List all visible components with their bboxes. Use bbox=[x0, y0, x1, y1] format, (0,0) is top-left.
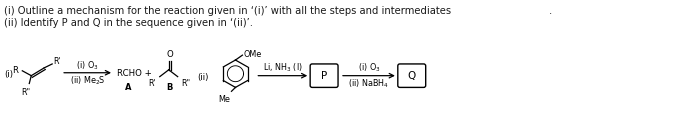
Text: B: B bbox=[166, 84, 172, 92]
Text: .: . bbox=[549, 6, 553, 16]
Text: OMe: OMe bbox=[243, 50, 261, 59]
Text: Q: Q bbox=[408, 71, 416, 81]
Text: (i): (i) bbox=[4, 70, 13, 79]
Text: O: O bbox=[167, 50, 173, 59]
Text: R: R bbox=[13, 66, 18, 75]
Text: A: A bbox=[125, 84, 131, 92]
Text: (ii): (ii) bbox=[198, 73, 209, 82]
Text: (ii) Identify P and Q in the sequence given in ‘(ii)’.: (ii) Identify P and Q in the sequence gi… bbox=[4, 18, 254, 28]
Text: Li, NH$_3$ (l): Li, NH$_3$ (l) bbox=[263, 61, 302, 74]
Text: (i) O$_3$: (i) O$_3$ bbox=[76, 59, 99, 72]
Text: R": R" bbox=[22, 88, 31, 97]
Text: Me: Me bbox=[219, 95, 231, 104]
Text: R': R' bbox=[53, 57, 61, 67]
Text: P: P bbox=[321, 71, 327, 81]
Text: RCHO +: RCHO + bbox=[117, 69, 152, 78]
FancyBboxPatch shape bbox=[398, 64, 426, 87]
Text: R': R' bbox=[148, 79, 155, 88]
Text: (ii) Me$_2$S: (ii) Me$_2$S bbox=[70, 75, 105, 87]
Text: R": R" bbox=[182, 79, 191, 88]
Text: (ii) NaBH$_4$: (ii) NaBH$_4$ bbox=[348, 78, 390, 90]
Text: (i) O$_3$: (i) O$_3$ bbox=[358, 61, 380, 74]
Text: (i) Outline a mechanism for the reaction given in ‘(i)’ with all the steps and i: (i) Outline a mechanism for the reaction… bbox=[4, 6, 452, 16]
FancyBboxPatch shape bbox=[310, 64, 338, 87]
